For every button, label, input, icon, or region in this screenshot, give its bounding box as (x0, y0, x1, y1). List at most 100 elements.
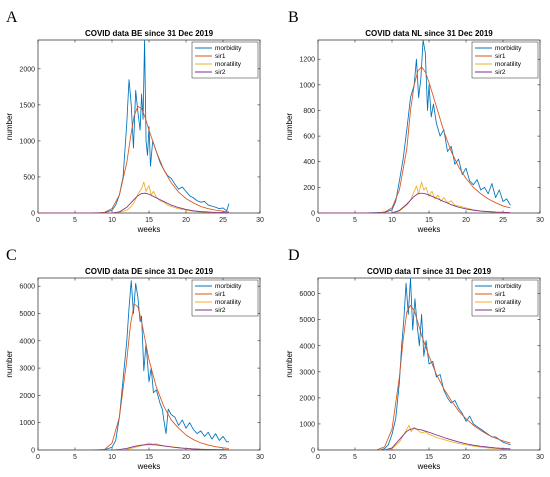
y-tick-label: 5000 (19, 311, 35, 318)
legend-label: moratility (215, 61, 242, 68)
chart-panel-b: B COVID data NL since 31 Dec 2019 0 5 10 15 20… (285, 9, 544, 234)
x-tick-label: 0 (36, 217, 40, 224)
x-axis-label: weeks (417, 462, 441, 471)
panel-letter: A (6, 9, 18, 26)
x-tick-label: 5 (353, 454, 357, 461)
y-tick-label: 4000 (299, 343, 315, 350)
panel-letter: D (288, 247, 300, 264)
y-tick-label: 600 (303, 134, 315, 141)
legend-label: sir1 (215, 291, 226, 298)
y-tick-label: 200 (303, 185, 315, 192)
legend-label: morbidity (215, 283, 242, 290)
series-line-sir1 (38, 105, 229, 213)
x-tick-label: 5 (353, 217, 357, 224)
y-axis-label: number (285, 113, 294, 140)
y-tick-label: 1200 (299, 57, 315, 64)
x-tick-label: 10 (108, 454, 116, 461)
y-tick-label: 500 (23, 174, 35, 181)
chart-panel-d: D COVID data IT since 31 Dec 2019 0 5 10 15 20… (285, 247, 544, 471)
series-line-sir1 (318, 66, 511, 213)
chart-title: COVID data NL since 31 Dec 2019 (365, 29, 493, 38)
x-tick-label: 20 (182, 217, 190, 224)
x-tick-label: 25 (219, 454, 227, 461)
y-tick-label: 6000 (299, 291, 315, 298)
legend-label: moratility (495, 61, 522, 68)
y-tick-label: 2000 (299, 395, 315, 402)
legend-label: sir2 (215, 307, 226, 314)
x-tick-label: 30 (256, 217, 264, 224)
y-tick-label: 1000 (299, 82, 315, 89)
y-tick-label: 1000 (299, 421, 315, 428)
chart-panel-a: A COVID data BE since 31 Dec 2019 0 5 10 15 20… (5, 9, 264, 234)
chart-title: COVID data BE since 31 Dec 2019 (85, 29, 214, 38)
y-tick-label: 0 (311, 211, 315, 218)
x-tick-label: 10 (388, 217, 396, 224)
x-tick-label: 15 (425, 454, 433, 461)
series-line-sir1 (318, 304, 511, 450)
series-line-sir2 (38, 192, 229, 213)
y-tick-label: 800 (303, 108, 315, 115)
x-tick-label: 0 (36, 454, 40, 461)
y-tick-label: 1500 (19, 102, 35, 109)
chart-title: COVID data DE since 31 Dec 2019 (85, 267, 214, 276)
series-line-morbidity (318, 278, 511, 450)
y-tick-label: 1000 (19, 420, 35, 427)
x-tick-label: 0 (316, 217, 320, 224)
y-tick-label: 3000 (19, 366, 35, 373)
x-tick-label: 15 (425, 217, 433, 224)
x-axis-label: weeks (137, 462, 161, 471)
legend-label: morbidity (495, 45, 522, 52)
legend-label: morbidity (215, 45, 242, 52)
x-tick-label: 30 (536, 454, 544, 461)
series-line-morbidity (38, 280, 229, 450)
x-tick-label: 10 (388, 454, 396, 461)
legend-label: sir2 (215, 69, 226, 76)
y-tick-label: 2000 (19, 66, 35, 73)
x-tick-label: 10 (108, 217, 116, 224)
x-tick-label: 0 (316, 454, 320, 461)
chart-title: COVID data IT since 31 Dec 2019 (367, 267, 492, 276)
x-tick-label: 5 (73, 217, 77, 224)
y-axis-label: number (285, 350, 294, 377)
y-tick-label: 0 (31, 211, 35, 218)
x-tick-label: 30 (536, 217, 544, 224)
y-tick-label: 4000 (19, 338, 35, 345)
y-tick-label: 0 (31, 448, 35, 455)
panel-letter: B (288, 9, 299, 26)
x-tick-label: 30 (256, 454, 264, 461)
y-tick-label: 2000 (19, 393, 35, 400)
x-tick-label: 15 (145, 454, 153, 461)
x-tick-label: 20 (462, 217, 470, 224)
legend-label: moratility (495, 299, 522, 306)
legend-label: sir1 (495, 291, 506, 298)
y-tick-label: 400 (303, 159, 315, 166)
chart-panel-c: C COVID data DE since 31 Dec 2019 0 5 10 15 20… (5, 247, 264, 471)
x-tick-label: 5 (73, 454, 77, 461)
series-line-sir1 (38, 303, 229, 450)
legend-label: sir2 (495, 69, 506, 76)
legend-label: morbidity (495, 283, 522, 290)
y-tick-label: 1000 (19, 138, 35, 145)
y-tick-label: 3000 (299, 369, 315, 376)
series-line-sir2 (318, 428, 511, 450)
legend-label: sir2 (495, 307, 506, 314)
y-tick-label: 0 (311, 448, 315, 455)
series-line-sir2 (318, 192, 511, 213)
x-tick-label: 20 (462, 454, 470, 461)
legend-label: moratility (215, 299, 242, 306)
x-tick-label: 20 (182, 454, 190, 461)
y-tick-label: 6000 (19, 284, 35, 291)
panel-letter: C (6, 247, 17, 264)
y-axis-label: number (5, 113, 14, 140)
y-tick-label: 5000 (299, 317, 315, 324)
legend-label: sir1 (215, 53, 226, 60)
series-line-sir2 (38, 444, 229, 450)
series-line-morbidity (318, 40, 511, 213)
x-axis-label: weeks (417, 225, 441, 234)
x-tick-label: 15 (145, 217, 153, 224)
x-tick-label: 25 (499, 217, 507, 224)
